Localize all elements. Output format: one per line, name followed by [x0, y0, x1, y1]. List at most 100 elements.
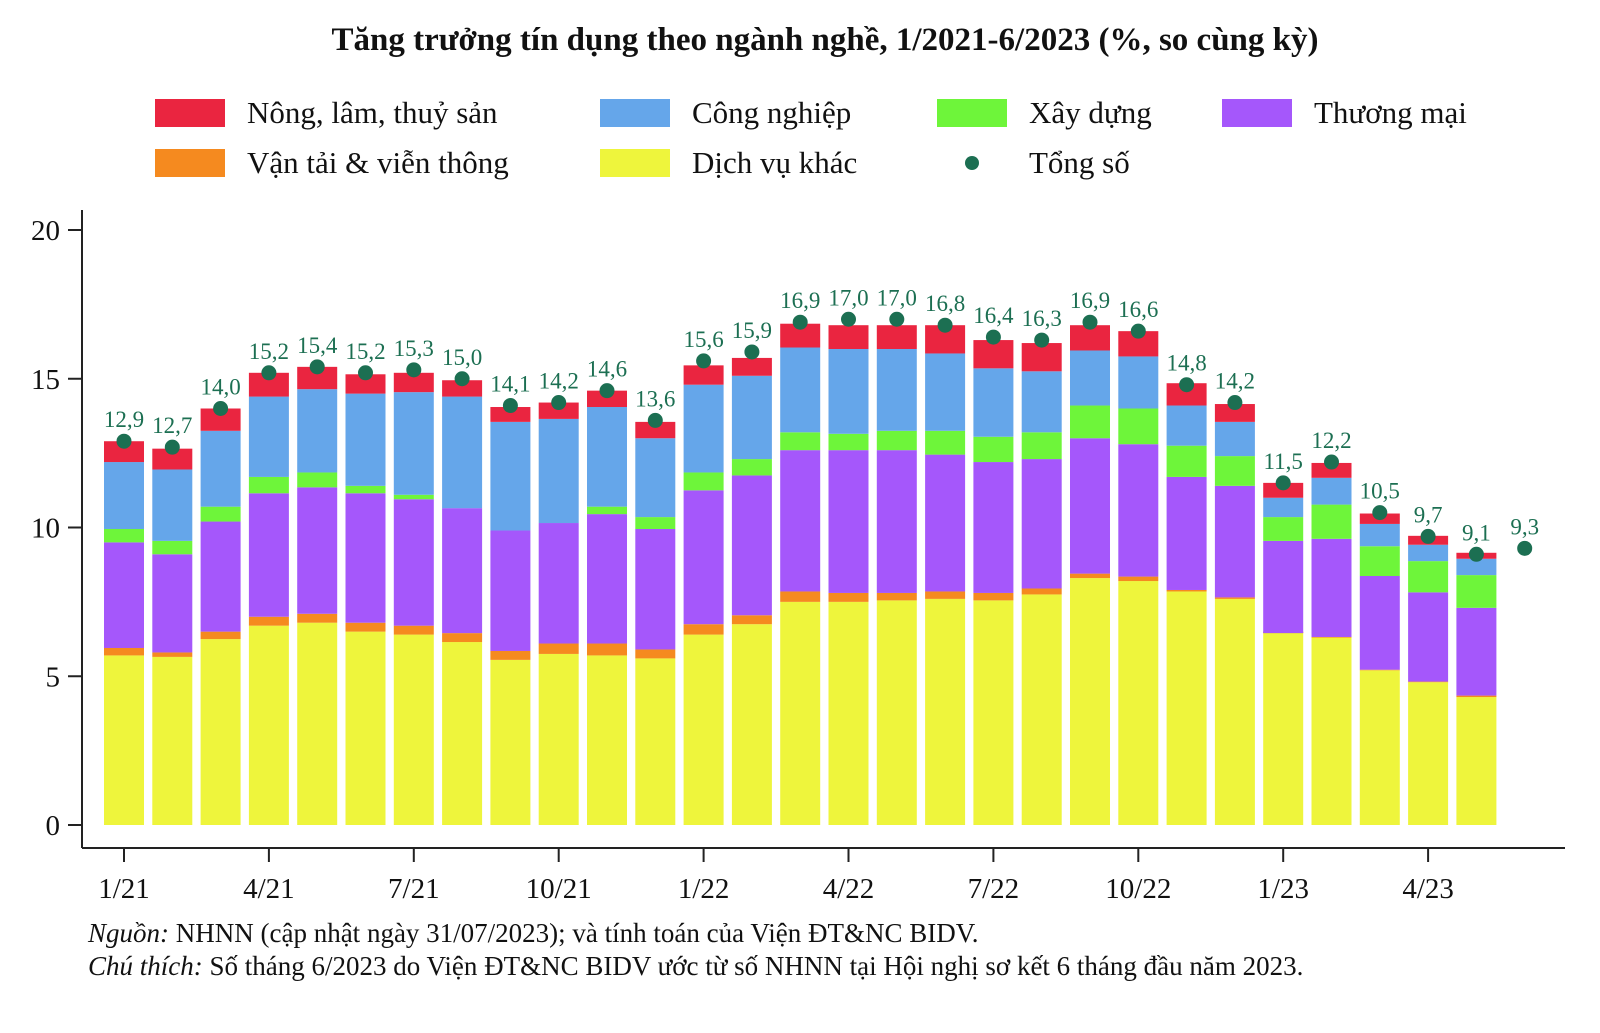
- bar-segment: [683, 472, 724, 491]
- bar-segment: [345, 485, 386, 494]
- bar-segment: [1118, 576, 1159, 582]
- bar-segment: [1070, 438, 1110, 574]
- bar-segment: [635, 517, 676, 529]
- bar-segment: [1408, 682, 1449, 825]
- bar-segment: [925, 430, 966, 455]
- bar-segment: [587, 514, 627, 644]
- bar-segment: [297, 366, 338, 390]
- bar-segment: [538, 523, 579, 644]
- total-point: [1420, 528, 1436, 544]
- bar-segment: [538, 643, 579, 654]
- bar-segment: [1166, 405, 1207, 446]
- bar-segment: [876, 450, 917, 593]
- bar-segment: [442, 508, 483, 634]
- total-point: [1179, 377, 1195, 393]
- legend-swatch: [937, 99, 1007, 127]
- bar-segment: [104, 655, 144, 825]
- bar-segment: [248, 476, 289, 494]
- bar-segment: [393, 634, 434, 825]
- bar-segment: [297, 487, 338, 614]
- bar-segment: [635, 438, 676, 518]
- legend-label: Thương mại: [1314, 95, 1467, 130]
- bar-segment: [1021, 371, 1062, 433]
- bar-segment: [973, 600, 1014, 825]
- legend-label: Nông, lâm, thuỷ sản: [247, 95, 498, 130]
- total-point: [1324, 454, 1339, 470]
- bar-segment: [1070, 350, 1110, 406]
- bar-segment: [1214, 404, 1255, 422]
- bar-segment: [297, 389, 338, 473]
- bar-segment: [925, 591, 966, 599]
- bar-segment: [683, 490, 724, 625]
- bar-segment: [876, 349, 917, 431]
- x-tick-label: 1/23: [1257, 873, 1309, 905]
- total-point: [1275, 475, 1291, 491]
- legend-item-agriculture: Nông, lâm, thuỷ sản: [155, 95, 498, 131]
- x-tick-label: 7/21: [388, 873, 440, 905]
- bar-segment: [200, 430, 241, 507]
- bar-segment: [393, 625, 434, 635]
- bar-segment: [1021, 594, 1062, 825]
- data-label: 12,2: [1311, 428, 1351, 453]
- total-point: [792, 314, 808, 330]
- bar-segment: [104, 462, 144, 529]
- bar-segment: [490, 650, 531, 660]
- bar-segment: [635, 528, 676, 650]
- bar-segment: [297, 472, 338, 488]
- bar-segment: [1070, 405, 1110, 439]
- total-point: [309, 359, 325, 375]
- bar-segment: [1263, 517, 1304, 541]
- bar-segment: [248, 372, 289, 397]
- data-label: 16,8: [925, 291, 965, 316]
- bar-segment: [538, 418, 579, 524]
- data-label: 9,1: [1462, 520, 1491, 545]
- bar-segment: [442, 380, 483, 397]
- bar-segment: [973, 462, 1014, 593]
- legend-item-total: Tổng số: [937, 145, 1130, 181]
- bar-segment: [1311, 462, 1352, 478]
- bar-segment: [152, 656, 193, 825]
- data-label: 15,9: [732, 318, 772, 343]
- bar-segment: [1359, 670, 1400, 825]
- bar-segment: [731, 375, 772, 460]
- source-text: NHNN (cập nhật ngày 31/07/2023); và tính…: [169, 918, 979, 948]
- total-point: [1468, 546, 1484, 562]
- bar-segment: [1311, 504, 1352, 539]
- bar-segment: [828, 325, 869, 349]
- bar-segment: [490, 421, 531, 531]
- bar-segment: [973, 436, 1014, 463]
- bar-segment: [1021, 343, 1062, 372]
- bar-segment: [828, 450, 869, 593]
- bar-segment: [1456, 558, 1497, 576]
- bar-segment: [731, 357, 772, 376]
- bar-segment: [200, 408, 241, 431]
- bar-segment: [1311, 538, 1352, 637]
- bar-segment: [587, 390, 627, 408]
- data-label: 15,4: [297, 333, 338, 358]
- bar-segment: [104, 542, 144, 648]
- x-tick-label: 1/22: [678, 873, 730, 905]
- data-label: 10,5: [1360, 479, 1400, 504]
- bar-segment: [393, 494, 434, 500]
- footnote-label: Chú thích:: [88, 951, 203, 981]
- bar-segment: [490, 530, 531, 651]
- data-label: 17,0: [828, 285, 868, 310]
- x-tick-label: 7/22: [968, 873, 1020, 905]
- total-point: [502, 398, 518, 414]
- bar-segment: [1070, 578, 1110, 825]
- data-label: 12,7: [152, 413, 192, 438]
- legend-swatch: [600, 149, 670, 177]
- x-tick-label: 4/22: [823, 873, 875, 905]
- bar-segment: [828, 592, 869, 602]
- data-label: 14,2: [1215, 369, 1255, 394]
- bar-segment: [538, 402, 579, 419]
- bar-segment: [152, 540, 193, 555]
- legend-item-transport: Vận tải & viễn thông: [155, 145, 509, 181]
- bar-segment: [1021, 432, 1062, 460]
- data-label: 15,0: [442, 345, 482, 370]
- bar-segment: [1070, 573, 1110, 579]
- bar-segment: [925, 353, 966, 431]
- bar-segment: [925, 454, 966, 592]
- bar-segment: [1166, 589, 1207, 592]
- total-point: [1034, 332, 1050, 348]
